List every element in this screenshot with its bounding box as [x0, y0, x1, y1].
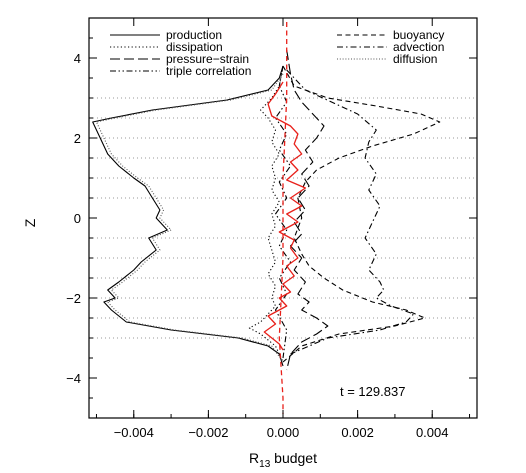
series-lines: [92, 22, 441, 414]
buoyancy-series-line: [282, 65, 441, 363]
y-tick-label: 4: [74, 51, 81, 66]
x-tick-label: 0.004: [416, 425, 449, 440]
x-axis-label-main: R: [249, 450, 259, 466]
x-tick-label: 0.002: [341, 425, 374, 440]
legend-label: triple correlation: [166, 64, 251, 78]
y-tick-label: −2: [66, 291, 81, 306]
axis-ticks: −0.004 −0.002 0.000 0.002 0.004 −4 −2 0 2 4: [66, 17, 477, 440]
production-series-line: [92, 65, 284, 367]
advection-series-line: [286, 69, 415, 355]
x-axis-label: R13 budget: [249, 450, 317, 470]
time-annotation: t = 129.837: [340, 384, 405, 399]
legend-label: pressure−strain: [166, 52, 249, 66]
red-series-line: [278, 22, 288, 414]
red-series-line: [263, 81, 307, 351]
y-tick-label: 2: [74, 131, 81, 146]
triple-correlation-series-line: [274, 65, 292, 359]
legend-label: diffusion: [393, 52, 437, 66]
x-tick-label: −0.004: [114, 425, 154, 440]
legend-label: buoyancy: [393, 28, 444, 42]
legend-label: advection: [393, 40, 444, 54]
legend-label: production: [166, 28, 222, 42]
y-tick-label: 0: [74, 211, 81, 226]
x-axis-label-suffix: budget: [270, 450, 317, 466]
y-axis-label: Z: [22, 218, 38, 227]
x-tick-label: 0.000: [267, 425, 300, 440]
y-tick-label: −4: [66, 371, 81, 386]
pressure-strain-series-line: [286, 49, 329, 371]
x-tick-label: −0.002: [188, 425, 228, 440]
horizontal-dotted-lines: [89, 97, 477, 339]
legend: productiondissipationpressure−straintrip…: [110, 28, 444, 78]
x-axis-label-subscript: 13: [259, 459, 271, 470]
diffusion-series-line: [95, 73, 284, 363]
legend-label: dissipation: [166, 40, 223, 54]
